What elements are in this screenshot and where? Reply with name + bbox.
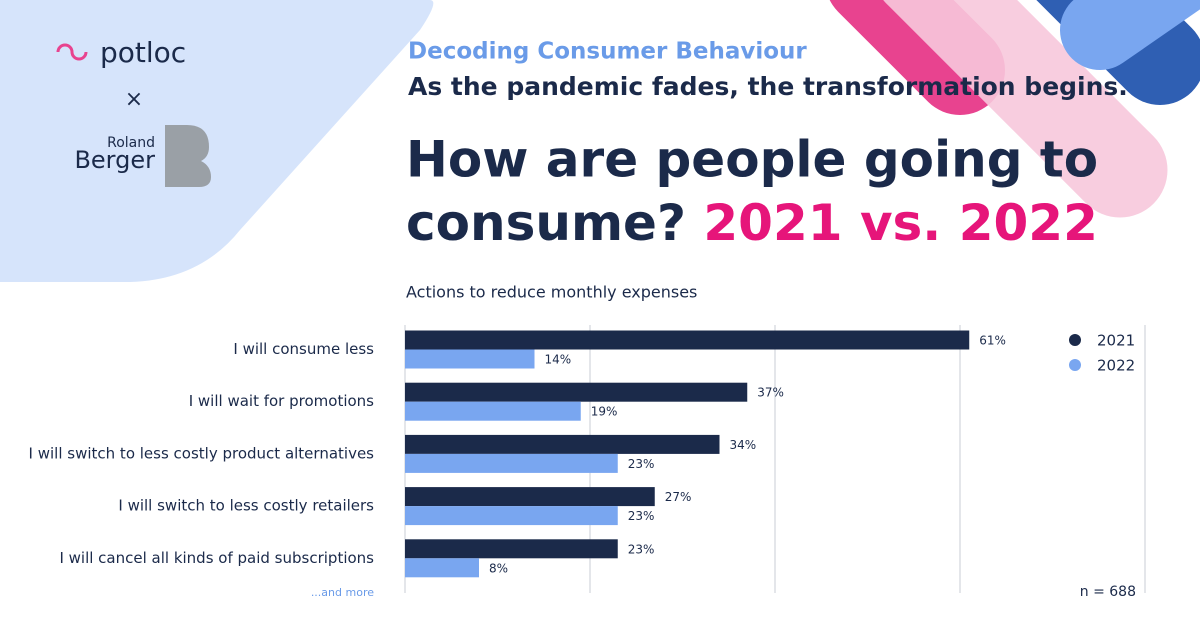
category-label: I will wait for promotions xyxy=(189,392,374,410)
chart-title: Actions to reduce monthly expenses xyxy=(406,283,697,302)
sample-size: n = 688 xyxy=(1080,584,1136,600)
bar xyxy=(405,558,479,578)
bar xyxy=(405,330,970,350)
title-highlight: 2021 vs. 2022 xyxy=(703,194,1097,252)
logo-cross: × xyxy=(125,87,143,112)
title: consume? 2021 vs. 2022 xyxy=(406,194,1098,252)
subtitle: As the pandemic fades, the transformatio… xyxy=(408,72,1128,101)
value-label: 19% xyxy=(591,405,618,419)
legend-marker xyxy=(1069,334,1081,346)
value-label: 37% xyxy=(757,386,784,400)
bar xyxy=(405,401,581,421)
category-label: I will cancel all kinds of paid subscrip… xyxy=(59,549,374,567)
value-label: 23% xyxy=(628,457,655,471)
bar xyxy=(405,487,655,507)
value-label: 34% xyxy=(730,438,757,452)
value-label: 23% xyxy=(628,509,655,523)
background-shape xyxy=(0,0,434,282)
berger-b-icon xyxy=(165,125,211,187)
legend-label: 2021 xyxy=(1097,332,1135,350)
roland-logo: Roland xyxy=(107,135,155,151)
value-label: 8% xyxy=(489,561,508,575)
category-label: I will consume less xyxy=(233,340,374,358)
bar xyxy=(405,434,720,454)
value-label: 23% xyxy=(628,542,655,556)
category-label: I will switch to less costly product alt… xyxy=(29,444,375,462)
bar xyxy=(405,349,535,369)
value-label: 14% xyxy=(545,353,572,367)
bar xyxy=(405,382,748,402)
legend-marker xyxy=(1069,359,1081,371)
berger-logo: Berger xyxy=(74,146,155,174)
title-text: consume? xyxy=(406,194,686,252)
value-label: 61% xyxy=(979,334,1006,348)
bar xyxy=(405,506,618,526)
footnote: ...and more xyxy=(311,586,374,599)
bar xyxy=(405,539,618,559)
bar xyxy=(405,453,618,473)
kicker: Decoding Consumer Behaviour xyxy=(408,39,807,65)
legend-label: 2022 xyxy=(1097,357,1135,375)
title: How are people going to xyxy=(406,131,1098,189)
potloc-logo: potloc xyxy=(100,36,186,69)
potloc-icon xyxy=(56,43,88,61)
category-label: I will switch to less costly retailers xyxy=(118,497,374,515)
decor-stripes xyxy=(829,0,1200,218)
value-label: 27% xyxy=(665,490,692,504)
